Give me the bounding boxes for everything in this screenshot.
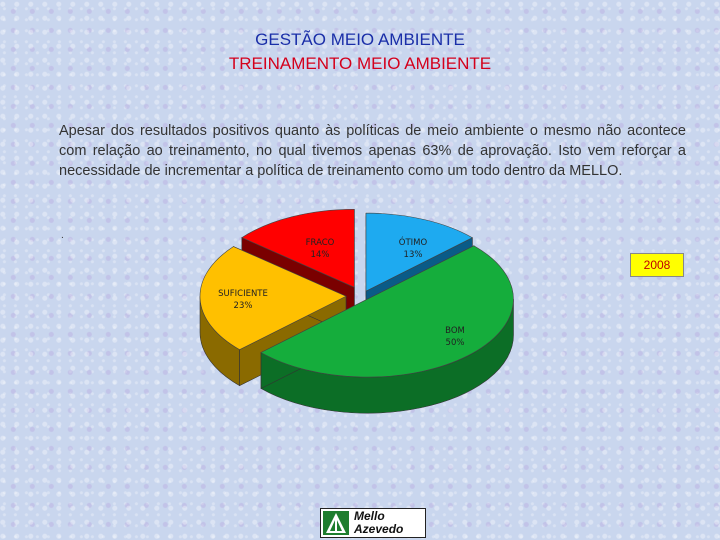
pie-slice-otimo [365, 212, 474, 292]
logo-line-2: Azevedo [354, 522, 404, 536]
pie-value-otimo: 13% [404, 250, 423, 260]
pie-slice-suficiente [199, 246, 347, 351]
pie-value-bom: 50% [446, 338, 465, 348]
pie-value-fraco: 14% [311, 250, 330, 260]
page-title: GESTÃO MEIO AMBIENTE [255, 30, 465, 49]
pie-slice-bom [260, 245, 514, 378]
logo-text: Mello Azevedo [354, 510, 424, 536]
pie-label-fraco: FRACO [306, 238, 335, 248]
summary-paragraph: Apesar dos resultados positivos quanto à… [59, 123, 686, 179]
pie-slice-fraco [241, 208, 355, 288]
logo-mark-icon [323, 511, 349, 535]
logo-line-1: Mello [354, 509, 385, 523]
company-logo: Mello Azevedo [320, 508, 426, 538]
pie-label-otimo: ÓTIMO [399, 236, 428, 248]
pie-value-suficiente: 23% [234, 301, 253, 311]
legend-year-badge: 2008 [630, 253, 684, 277]
page-subtitle: TREINAMENTO MEIO AMBIENTE [228, 54, 492, 73]
pie-label-bom: BOM [445, 326, 465, 336]
list-marker: . [61, 230, 64, 241]
pie-label-suficiente: SUFICIENTE [218, 289, 268, 299]
